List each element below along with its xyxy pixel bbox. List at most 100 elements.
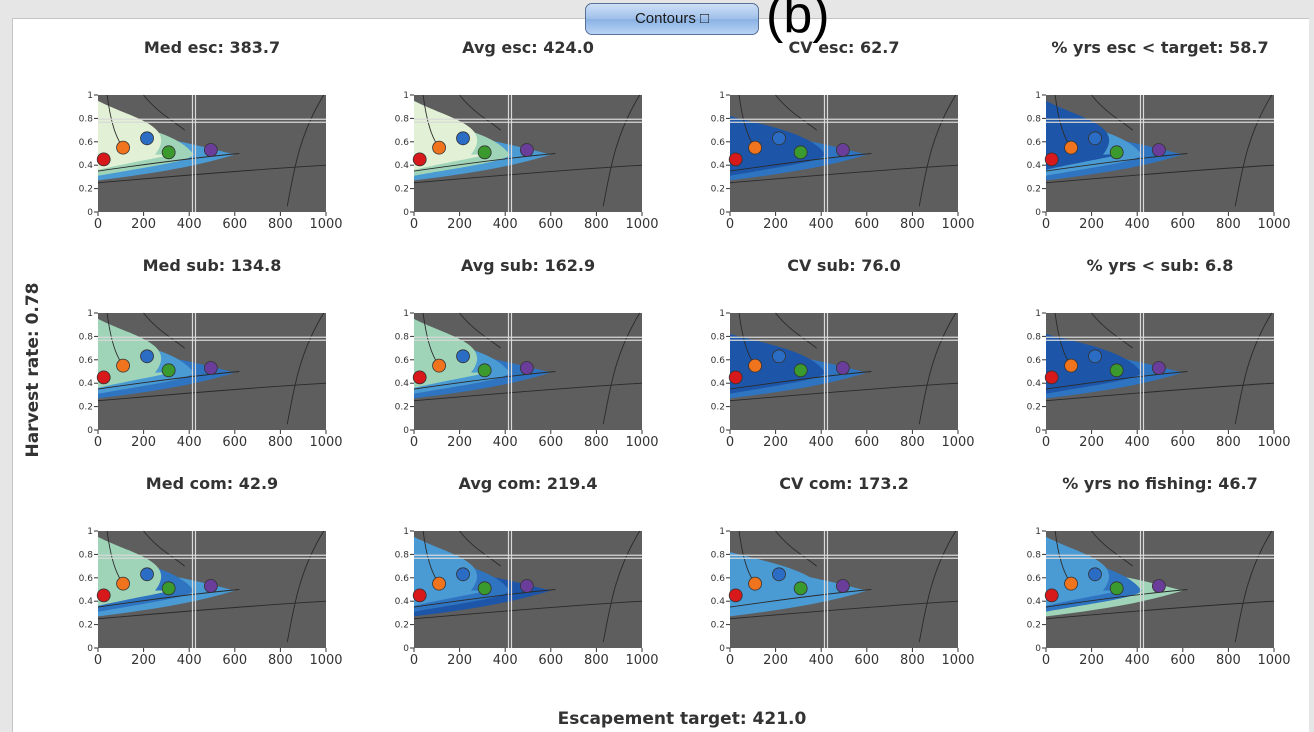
- scenario-point[interactable]: [96, 588, 111, 603]
- y-tick-label: 1: [403, 91, 409, 101]
- y-tick-label: 0: [1035, 208, 1041, 218]
- y-tick-label: 0.2: [1027, 621, 1041, 631]
- scenario-point[interactable]: [793, 363, 808, 378]
- y-tick-label: 1: [87, 527, 93, 537]
- scenario-point[interactable]: [772, 349, 786, 364]
- x-tick-label: 200: [447, 653, 472, 668]
- scenario-point[interactable]: [116, 358, 130, 373]
- scenario-point[interactable]: [793, 145, 808, 160]
- y-tick-label: 0.8: [79, 550, 94, 560]
- y-tick-label: 0.8: [711, 332, 726, 342]
- x-tick-label: 600: [854, 435, 879, 450]
- scenario-point[interactable]: [1109, 145, 1124, 160]
- scenario-point[interactable]: [1109, 363, 1124, 378]
- y-tick-label: 0.6: [1027, 574, 1042, 584]
- scenario-point[interactable]: [96, 152, 111, 167]
- y-tick-label: 0.8: [711, 114, 726, 124]
- contour-region: [1046, 334, 1142, 394]
- contour-line: [97, 164, 327, 184]
- scenario-point[interactable]: [1151, 579, 1166, 593]
- scenario-point[interactable]: [1088, 567, 1102, 582]
- x-tick-label: 1000: [309, 653, 342, 668]
- x-tick-label: 200: [763, 435, 788, 450]
- scenario-point[interactable]: [456, 567, 470, 582]
- scenario-point[interactable]: [1064, 140, 1078, 155]
- y-tick-label: 0.4: [711, 161, 726, 171]
- scenario-point[interactable]: [793, 581, 808, 596]
- scenario-point[interactable]: [432, 140, 446, 155]
- scenario-point[interactable]: [456, 131, 470, 146]
- scenario-point[interactable]: [1088, 131, 1102, 146]
- scenario-point[interactable]: [477, 581, 492, 596]
- contour-line: [1234, 530, 1273, 643]
- x-tick-label: 0: [1042, 435, 1050, 450]
- scenario-point[interactable]: [748, 140, 762, 155]
- scenario-point[interactable]: [456, 349, 470, 364]
- scenario-point[interactable]: [412, 588, 427, 603]
- y-tick-label: 0.4: [1027, 161, 1042, 171]
- scenario-point[interactable]: [1151, 361, 1166, 375]
- scenario-point[interactable]: [140, 567, 154, 582]
- scenario-point[interactable]: [748, 576, 762, 591]
- scenario-point[interactable]: [412, 152, 427, 167]
- scenario-point[interactable]: [772, 567, 786, 582]
- scenario-point[interactable]: [748, 358, 762, 373]
- x-tick-label: 200: [447, 217, 472, 232]
- scenario-point[interactable]: [477, 363, 492, 378]
- scenario-point[interactable]: [116, 576, 130, 591]
- y-tick-label: 0.4: [395, 161, 410, 171]
- scenario-point[interactable]: [1064, 576, 1078, 591]
- scenario-point[interactable]: [432, 576, 446, 591]
- scenario-point[interactable]: [140, 349, 154, 364]
- scenario-point[interactable]: [728, 370, 743, 385]
- contours-button[interactable]: Contours □: [585, 3, 759, 35]
- x-tick-label: 1000: [941, 653, 974, 668]
- scenario-point[interactable]: [203, 143, 218, 157]
- y-tick-label: 0.8: [79, 114, 94, 124]
- x-tick-label: 1000: [625, 653, 658, 668]
- scenario-point[interactable]: [772, 131, 786, 146]
- scenario-point[interactable]: [140, 131, 154, 146]
- scenario-point[interactable]: [519, 579, 534, 593]
- scenario-point[interactable]: [1044, 152, 1059, 167]
- scenario-point[interactable]: [835, 361, 850, 375]
- scenario-point[interactable]: [96, 370, 111, 385]
- contour-plot: Med com: 42.9 0 0.2 0.4 0.6 0.8 1 0 200 400 600 800…: [79, 474, 343, 668]
- x-tick-label: 800: [900, 435, 925, 450]
- scenario-point[interactable]: [835, 579, 850, 593]
- y-tick-label: 0.4: [1027, 379, 1042, 389]
- scenario-point[interactable]: [116, 140, 130, 155]
- scenario-point[interactable]: [1064, 358, 1078, 373]
- scenario-point[interactable]: [432, 358, 446, 373]
- scenario-point[interactable]: [203, 579, 218, 593]
- scenario-point[interactable]: [161, 581, 176, 596]
- y-tick-label: 0.6: [711, 356, 726, 366]
- y-tick-label: 0.6: [395, 574, 410, 584]
- scenario-point[interactable]: [1044, 588, 1059, 603]
- contour-line: [1091, 530, 1133, 567]
- scenario-point[interactable]: [1044, 370, 1059, 385]
- x-tick-label: 200: [131, 435, 156, 450]
- scenario-point[interactable]: [203, 361, 218, 375]
- x-tick-label: 0: [726, 217, 734, 232]
- scenario-point[interactable]: [1109, 581, 1124, 596]
- x-tick-label: 200: [131, 653, 156, 668]
- x-tick-label: 800: [1216, 435, 1241, 450]
- scenario-point[interactable]: [519, 143, 534, 157]
- scenario-point[interactable]: [1088, 349, 1102, 364]
- scenario-point[interactable]: [412, 370, 427, 385]
- contour-line: [1234, 312, 1273, 425]
- scenario-point[interactable]: [519, 361, 534, 375]
- scenario-point[interactable]: [835, 143, 850, 157]
- scenario-point[interactable]: [728, 152, 743, 167]
- contour-region: [730, 552, 826, 612]
- scenario-point[interactable]: [728, 588, 743, 603]
- scenario-point[interactable]: [477, 145, 492, 160]
- y-tick-label: 0: [87, 644, 93, 654]
- scenario-point[interactable]: [161, 363, 176, 378]
- contour-line: [143, 530, 185, 567]
- scenario-point[interactable]: [161, 145, 176, 160]
- scenario-point[interactable]: [1151, 143, 1166, 157]
- contour-plot: % yrs no fishing: 46.7 0 0.2 0.4 0.6 0.8 1 0 200…: [1027, 474, 1291, 668]
- y-tick-label: 0: [719, 426, 725, 436]
